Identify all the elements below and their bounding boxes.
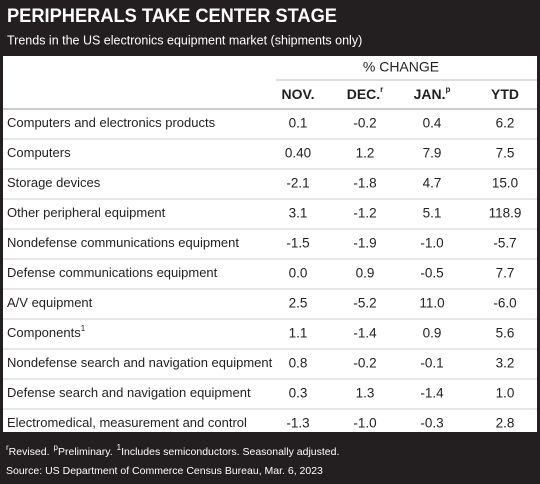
column-header-text: NOV. [282,86,315,102]
cell-value: 2.8 [496,416,515,431]
group-header: % CHANGE [363,59,439,75]
cell-value: -5.7 [493,236,516,251]
cell-value: 3.1 [289,206,308,221]
cell-value: 6.2 [496,116,515,131]
cell-value: 1.1 [289,326,308,341]
column-header: DEC.r [347,85,384,102]
cell-value: -0.2 [353,356,376,371]
cell-value: 7.7 [496,266,515,281]
subtitle: Trends in the US electronics equipment m… [7,33,362,47]
cell-value: 11.0 [419,296,444,311]
row-label: Defense search and navigation equipment [7,385,251,400]
row-label-text: Computers [7,145,71,160]
cell-value: 3.2 [496,356,515,371]
footnote-text: Revised. [9,446,50,458]
row-label-text: Defense communications equipment [7,265,218,280]
row-label-text: Nondefense communications equipment [7,235,239,250]
cell-value: 1.2 [356,146,375,161]
row-label-text: Storage devices [7,175,101,190]
cell-value: 0.3 [289,386,308,401]
cell-value: 2.5 [289,296,308,311]
column-header-text: YTD [491,86,519,102]
cell-value: -1.0 [353,416,376,431]
column-header: YTD [491,86,519,102]
row-label-sup: 1 [81,324,86,333]
column-header-text: JAN. [414,86,446,102]
cell-value: -1.5 [286,236,309,251]
cell-value: -5.2 [353,296,376,311]
footnote-text: Includes semiconductors. Seasonally adju… [121,446,339,458]
cell-value: 15.0 [492,176,518,191]
footnote-mark: p [54,443,59,452]
cell-value: -1.4 [420,386,444,401]
cell-value: 0.4 [423,116,442,131]
column-header: NOV. [282,86,315,102]
cell-value: 0.0 [289,266,308,281]
cell-value: 0.8 [289,356,308,371]
cell-value: 7.5 [496,146,515,161]
cell-value: -1.8 [353,176,376,191]
cell-value: -0.1 [420,356,443,371]
table-panel [3,56,537,432]
cell-value: -1.3 [286,416,309,431]
row-label-text: Nondefense search and navigation equipme… [7,355,273,370]
cell-value: -0.3 [420,416,443,431]
source: Source: US Department of Commerce Census… [6,465,323,477]
cell-value: -0.5 [420,266,443,281]
cell-value: -0.2 [353,116,376,131]
row-label-text: Electromedical, measurement and control [7,415,247,430]
cell-value: 0.1 [289,116,308,131]
cell-value: -2.1 [286,176,309,191]
row-label: Components1 [7,324,86,340]
cell-value: 0.9 [356,266,375,281]
cell-value: 1.0 [496,386,515,401]
column-header-sup: p [446,85,451,94]
row-label: A/V equipment [7,295,93,310]
column-header-sup: r [380,85,383,94]
cell-value: 0.9 [423,326,442,341]
row-label: Defense communications equipment [7,265,218,280]
footnote-mark: 1 [117,443,122,452]
row-label: Other peripheral equipment [7,205,166,220]
row-label-text: Components [7,325,81,340]
cell-value: 7.9 [423,146,442,161]
cell-value: -1.4 [353,326,377,341]
title: PERIPHERALS TAKE CENTER STAGE [7,6,337,27]
cell-value: -6.0 [493,296,516,311]
cell-value: 0.40 [285,146,311,161]
row-label: Storage devices [7,175,101,190]
row-label: Nondefense search and navigation equipme… [7,355,273,370]
cell-value: 5.6 [496,326,515,341]
row-label: Computers and electronics products [7,115,216,130]
row-label-text: Computers and electronics products [7,115,216,130]
row-label: Nondefense communications equipment [7,235,239,250]
footnote-mark: r [6,443,9,452]
row-label-text: Other peripheral equipment [7,205,166,220]
cell-value: -1.9 [353,236,376,251]
column-header-text: DEC. [347,86,380,102]
footnote-text: Preliminary. [58,446,113,458]
column-header: JAN.p [414,85,451,102]
cell-value: 5.1 [423,206,442,221]
cell-value: 118.9 [489,206,522,221]
cell-value: 1.3 [356,386,375,401]
cell-value: 4.7 [423,176,442,191]
cell-value: -1.2 [353,206,376,221]
row-label: Computers [7,145,71,160]
row-label: Electromedical, measurement and control [7,415,247,430]
row-label-text: Defense search and navigation equipment [7,385,251,400]
footnotes: rRevised. pPreliminary. 1Includes semicond… [6,443,339,458]
row-label-text: A/V equipment [7,295,93,310]
cell-value: -1.0 [420,236,443,251]
